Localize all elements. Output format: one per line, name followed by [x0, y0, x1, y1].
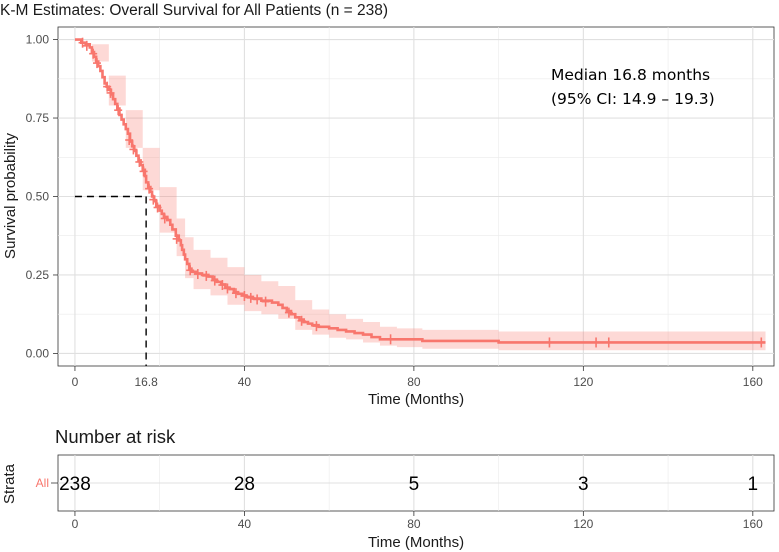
risk-values: 238 28 5 3 1: [59, 474, 758, 495]
risk-value: 3: [578, 474, 589, 495]
x-tick-label: 80: [407, 375, 421, 389]
risk-value: 1: [748, 474, 759, 495]
risk-x-tick-label: 160: [743, 517, 763, 531]
risk-x-axis-label: Time (Months): [368, 534, 464, 551]
x-tick-label: 160: [743, 375, 763, 389]
y-axis-ticks: 0.00 0.25 0.50 0.75 1.00: [26, 33, 58, 360]
y-tick-label: 0.25: [26, 268, 50, 282]
risk-value: 28: [234, 474, 255, 495]
survival-curve: [74, 38, 766, 344]
strata-label-all: All: [36, 476, 49, 490]
risk-grid: [58, 455, 774, 511]
y-tick-label: 0.00: [26, 346, 50, 360]
x-tick-label: 40: [238, 375, 252, 389]
x-axis-label: Time (Months): [368, 391, 464, 408]
risk-table-title: Number at risk: [55, 426, 176, 447]
median-annotation: Median 16.8 months: [551, 66, 710, 84]
risk-x-tick-label: 40: [238, 517, 252, 531]
km-plot: K-M Estimates: Overall Survival for All …: [0, 2, 775, 408]
x-tick-label: 0: [72, 375, 79, 389]
x-axis-ticks: 0 40 80 120 160: [72, 366, 763, 389]
x-tick-label: 120: [573, 375, 593, 389]
risk-y-axis-label: Strata: [1, 463, 18, 504]
y-tick-label: 0.50: [26, 190, 50, 204]
risk-table: Number at risk 238 28 5 3 1 All 0 40 80 120 160 …: [1, 426, 775, 551]
risk-x-axis-ticks: 0 40 80 120 160: [72, 511, 763, 531]
censor-marks: [78, 37, 766, 348]
risk-x-tick-label: 120: [573, 517, 593, 531]
y-tick-label: 1.00: [26, 33, 50, 47]
median-tick-label: 16.8: [134, 375, 158, 389]
risk-value: 238: [59, 474, 91, 495]
ci-annotation: (95% CI: 14.9 – 19.3): [551, 90, 715, 108]
risk-x-tick-label: 0: [72, 517, 79, 531]
y-tick-label: 0.75: [26, 111, 50, 125]
chart-title: K-M Estimates: Overall Survival for All …: [0, 2, 388, 19]
grid: [58, 27, 774, 366]
risk-x-tick-label: 80: [407, 517, 421, 531]
y-axis-label: Survival probability: [2, 133, 19, 259]
risk-value: 5: [409, 474, 420, 495]
